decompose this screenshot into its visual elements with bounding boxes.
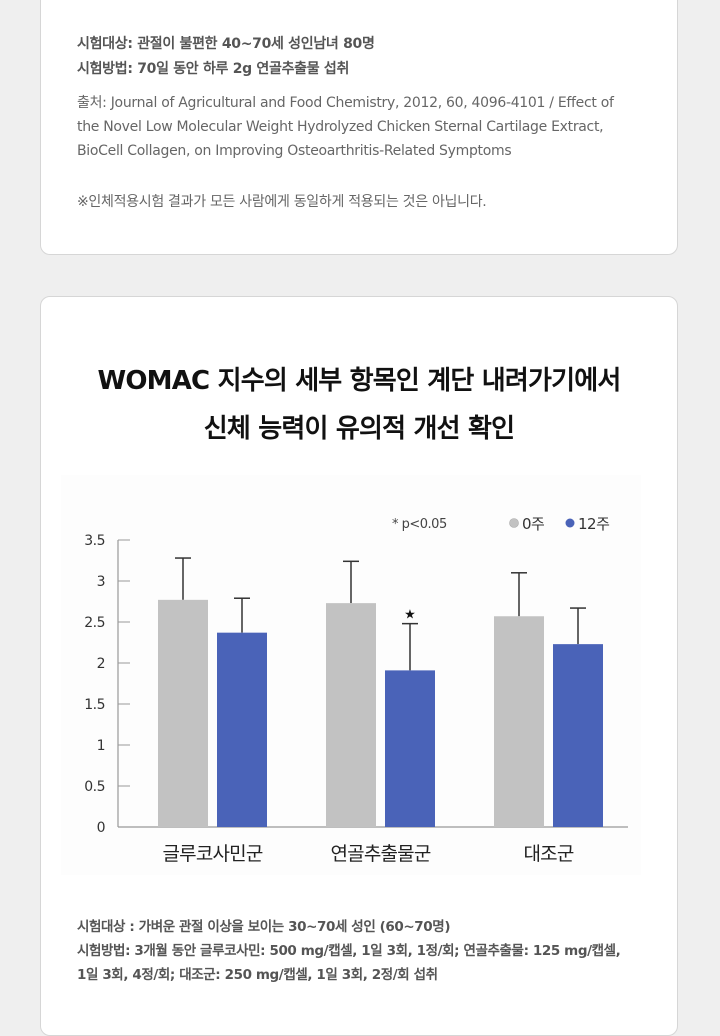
trial-subject: 시험대상 : 가벼운 관절 이상을 보이는 30~70세 성인 (60~70명) bbox=[77, 919, 451, 935]
category-label: 대조군 bbox=[523, 843, 573, 865]
chart-title-line1: WOMAC 지수의 세부 항목인 계단 내려가기에서 bbox=[97, 366, 621, 396]
source-line: BioCell Collagen, on Improving Osteoarth… bbox=[77, 143, 512, 159]
y-tick-label: 0.5 bbox=[84, 779, 105, 795]
category-label: 글루코사민군 bbox=[162, 843, 262, 865]
trial-method-line1: 시험방법: 3개월 동안 글루코사민: 500 mg/캡셀, 1일 3회, 1정… bbox=[77, 943, 621, 959]
y-tick-label: 3 bbox=[97, 574, 105, 590]
legend-marker-12주 bbox=[565, 518, 575, 528]
bar-0주-글루코사민군 bbox=[158, 599, 208, 827]
bar-chart: 0 0.5 1 1.5 2 2.5 3 3.5 글루코사민군 ★ 연골추출물군 대조군 * p<0.05… bbox=[61, 475, 641, 875]
y-tick-label: 1 bbox=[97, 738, 105, 754]
chart-card: WOMAC 지수의 세부 항목인 계단 내려가기에서 신체 능력이 유의적 개선… bbox=[40, 296, 678, 1036]
bar-12주-연골추출물군 bbox=[385, 670, 435, 827]
source-line: the Novel Low Molecular Weight Hydrolyze… bbox=[77, 119, 604, 135]
study-method: 시험방법: 70일 동안 하루 2g 연골추출물 섭취 bbox=[77, 61, 350, 77]
disclaimer: ※인체적용시험 결과가 모든 사람에게 동일하게 적용되는 것은 아닙니다. bbox=[77, 194, 487, 210]
bar-0주-연골추출물군 bbox=[326, 603, 376, 827]
legend-label: 12주 bbox=[578, 515, 609, 533]
chart-title-line2: 신체 능력이 유의적 개선 확인 bbox=[203, 414, 515, 444]
y-tick-label: 3.5 bbox=[84, 533, 105, 549]
legend-marker-0주 bbox=[509, 518, 519, 528]
legend-label: 0주 bbox=[522, 515, 544, 533]
study-info-card: 시험대상: 관절이 불편한 40~70세 성인남녀 80명 시험방법: 70일 … bbox=[40, 0, 678, 255]
source-line: 출처: Journal of Agricultural and Food Che… bbox=[77, 95, 614, 111]
bar-12주-글루코사민군 bbox=[217, 632, 267, 827]
bar-12주-대조군 bbox=[553, 644, 603, 827]
p-value-annotation: * p<0.05 bbox=[392, 517, 447, 532]
study-subject: 시험대상: 관절이 불편한 40~70세 성인남녀 80명 bbox=[77, 36, 375, 52]
y-tick-label: 2.5 bbox=[84, 615, 105, 631]
trial-method-line2: 1일 3회, 4정/회; 대조군: 250 mg/캡셀, 1일 3회, 2정/회… bbox=[77, 967, 438, 983]
bar-0주-대조군 bbox=[494, 616, 544, 827]
y-tick-label: 0 bbox=[97, 820, 105, 836]
significance-star: ★ bbox=[404, 608, 416, 623]
y-tick-label: 1.5 bbox=[84, 697, 105, 713]
source-citation: 출처: Journal of Agricultural and Food Che… bbox=[77, 91, 657, 163]
category-label: 연골추출물군 bbox=[330, 843, 430, 865]
y-tick-label: 2 bbox=[97, 656, 105, 672]
